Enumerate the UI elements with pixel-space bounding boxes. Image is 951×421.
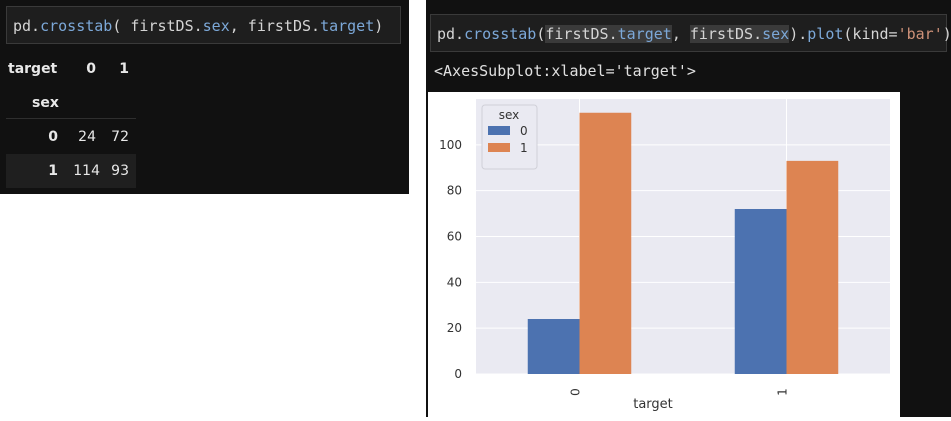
legend-swatch xyxy=(488,126,510,135)
code-highlight-2: firstDS.sex xyxy=(689,25,790,43)
index-name-label: sex xyxy=(32,95,59,111)
column-header: 1 xyxy=(119,61,129,77)
code-plot-fn: plot xyxy=(807,25,844,43)
code-kind-kw: (kind= xyxy=(843,25,898,43)
bar xyxy=(579,112,632,374)
code-close-paren: ). xyxy=(789,25,808,43)
right-code-input[interactable]: pd.crosstab(firstDS.target, firstDS.sex)… xyxy=(430,14,951,52)
divider xyxy=(6,118,136,119)
right-notebook-cell: pd.crosstab(firstDS.target, firstDS.sex)… xyxy=(426,0,951,417)
left-notebook-cell: pd.crosstab( firstDS.sex, firstDS.target… xyxy=(0,0,409,194)
legend-box xyxy=(481,104,538,170)
code-kind-value: 'bar' xyxy=(897,25,943,43)
code-pd: pd. xyxy=(437,25,465,43)
row-label: 1 xyxy=(48,163,58,179)
y-tick-label: 0 xyxy=(454,367,462,381)
row-highlight xyxy=(6,154,136,188)
bar xyxy=(527,319,580,374)
x-tick-label: 1 xyxy=(776,388,790,396)
y-tick-label: 100 xyxy=(439,138,462,152)
code-comma: , xyxy=(671,25,690,43)
bar xyxy=(786,160,839,374)
legend-title: sex xyxy=(499,108,520,122)
code-args-a: ( firstDS. xyxy=(112,17,203,35)
x-axis-label: target xyxy=(633,397,673,412)
code-highlight-1: firstDS.target xyxy=(545,25,672,43)
code-firstds: firstDS. xyxy=(545,25,618,43)
legend-label: 0 xyxy=(520,124,528,138)
table-cell: 93 xyxy=(111,163,129,179)
table-cell: 114 xyxy=(73,163,100,179)
code-end-paren: ) xyxy=(942,25,951,43)
code-open-paren: ( xyxy=(536,25,546,43)
code-args-b: , firstDS. xyxy=(229,17,321,35)
y-tick-label: 80 xyxy=(447,184,462,198)
column-header: 0 xyxy=(86,61,96,77)
x-tick-label: 0 xyxy=(569,388,583,396)
columns-name-label: target xyxy=(8,61,58,77)
code-attr-target: target xyxy=(617,25,672,43)
table-cell: 24 xyxy=(78,129,96,145)
code-suffix: ) xyxy=(374,17,384,35)
y-tick-label: 20 xyxy=(447,321,462,335)
bar xyxy=(734,209,787,374)
code-arg-target: target xyxy=(320,17,375,35)
code-crosstab-fn: crosstab xyxy=(464,25,537,43)
legend-label: 1 xyxy=(520,141,528,155)
table-cell: 72 xyxy=(111,129,129,145)
y-tick-label: 60 xyxy=(447,230,462,244)
code-pd: pd. xyxy=(13,17,41,35)
y-tick-label: 40 xyxy=(447,275,462,289)
left-code-input[interactable]: pd.crosstab( firstDS.sex, firstDS.target… xyxy=(6,6,401,44)
code-firstds: firstDS. xyxy=(689,25,763,43)
row-label: 0 xyxy=(48,129,58,145)
code-attr-sex: sex xyxy=(762,25,790,43)
plot-output: 0 20 40 60 80 100 0 1 target sex 0 1 xyxy=(428,92,900,417)
code-crosstab-fn: crosstab xyxy=(40,17,113,35)
legend-swatch xyxy=(488,143,510,152)
code-arg-sex: sex xyxy=(202,17,230,35)
cell-output-text: <AxesSubplot:xlabel='target'> xyxy=(434,62,696,80)
